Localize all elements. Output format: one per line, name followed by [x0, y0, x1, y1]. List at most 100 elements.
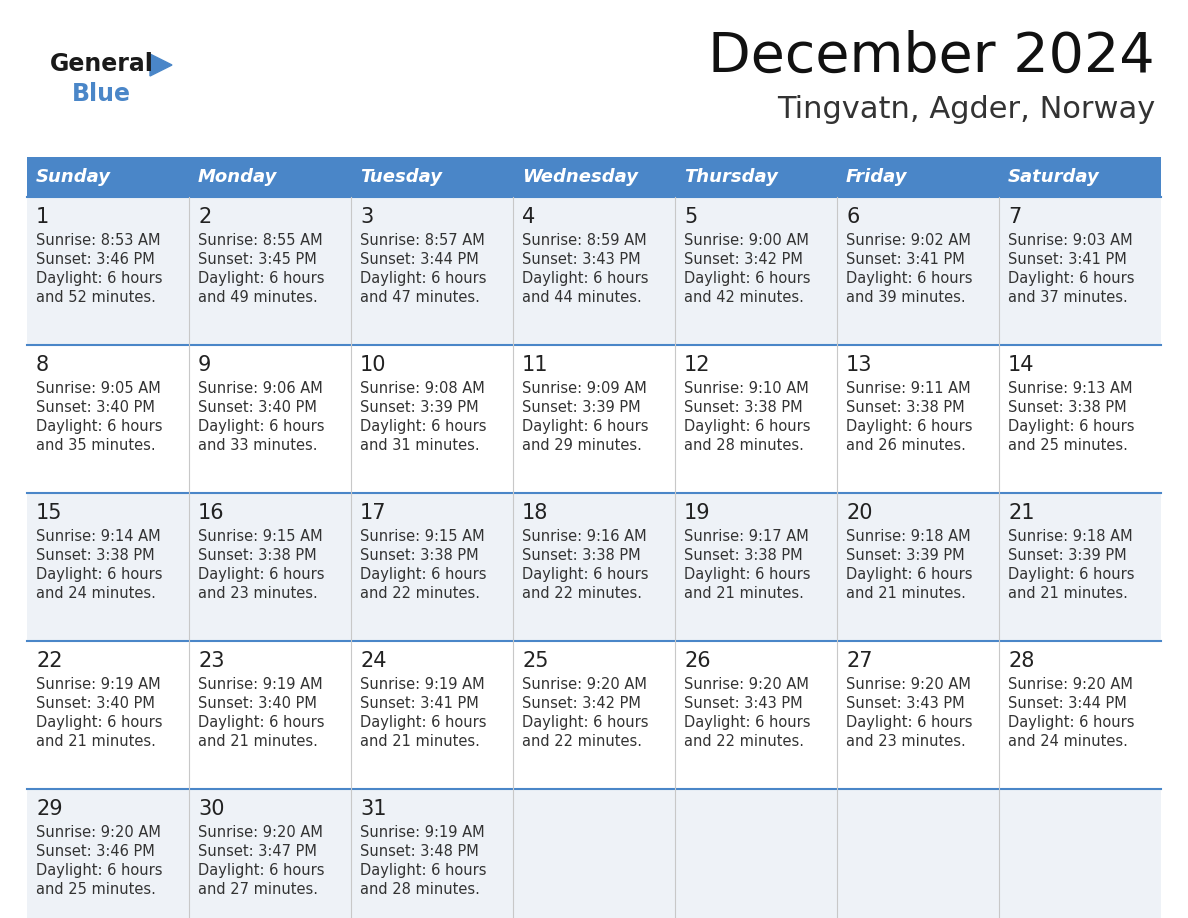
Bar [675, 157, 838, 197]
Text: 16: 16 [198, 503, 225, 523]
Text: Daylight: 6 hours: Daylight: 6 hours [684, 419, 810, 434]
Text: and 24 minutes.: and 24 minutes. [1007, 734, 1127, 749]
Text: Sunrise: 9:09 AM: Sunrise: 9:09 AM [522, 381, 646, 396]
Text: and 33 minutes.: and 33 minutes. [198, 438, 317, 453]
Text: 8: 8 [36, 355, 49, 375]
Text: Sunset: 3:39 PM: Sunset: 3:39 PM [522, 400, 640, 415]
Text: and 22 minutes.: and 22 minutes. [684, 734, 804, 749]
Text: Sunset: 3:38 PM: Sunset: 3:38 PM [1007, 400, 1126, 415]
Text: Daylight: 6 hours: Daylight: 6 hours [36, 271, 163, 286]
Text: and 52 minutes.: and 52 minutes. [36, 290, 156, 305]
Text: 14: 14 [1007, 355, 1035, 375]
Text: Sunset: 3:46 PM: Sunset: 3:46 PM [36, 252, 154, 267]
Text: and 21 minutes.: and 21 minutes. [360, 734, 480, 749]
Bar [513, 157, 675, 197]
Text: Sunset: 3:41 PM: Sunset: 3:41 PM [360, 696, 479, 711]
Text: 13: 13 [846, 355, 872, 375]
Text: and 23 minutes.: and 23 minutes. [846, 734, 966, 749]
Text: Sunset: 3:38 PM: Sunset: 3:38 PM [846, 400, 965, 415]
Text: Daylight: 6 hours: Daylight: 6 hours [198, 271, 324, 286]
Text: Sunrise: 9:16 AM: Sunrise: 9:16 AM [522, 529, 646, 544]
Text: Daylight: 6 hours: Daylight: 6 hours [1007, 271, 1135, 286]
Text: Daylight: 6 hours: Daylight: 6 hours [1007, 419, 1135, 434]
Text: 30: 30 [198, 799, 225, 819]
Text: Thursday: Thursday [684, 168, 778, 186]
Bar [27, 789, 1161, 918]
Text: and 22 minutes.: and 22 minutes. [522, 586, 642, 601]
Bar [27, 157, 189, 197]
Text: Daylight: 6 hours: Daylight: 6 hours [684, 715, 810, 730]
Bar [27, 345, 1161, 493]
Text: Sunset: 3:38 PM: Sunset: 3:38 PM [36, 548, 154, 563]
Text: Sunrise: 9:05 AM: Sunrise: 9:05 AM [36, 381, 160, 396]
Text: Sunset: 3:46 PM: Sunset: 3:46 PM [36, 844, 154, 859]
Text: 19: 19 [684, 503, 710, 523]
Text: Daylight: 6 hours: Daylight: 6 hours [522, 715, 649, 730]
Text: and 25 minutes.: and 25 minutes. [1007, 438, 1127, 453]
Bar [999, 157, 1161, 197]
Text: Daylight: 6 hours: Daylight: 6 hours [360, 863, 487, 878]
Text: Daylight: 6 hours: Daylight: 6 hours [36, 419, 163, 434]
Text: Monday: Monday [198, 168, 277, 186]
Text: Sunrise: 9:15 AM: Sunrise: 9:15 AM [198, 529, 323, 544]
Text: Sunset: 3:45 PM: Sunset: 3:45 PM [198, 252, 317, 267]
Text: and 21 minutes.: and 21 minutes. [684, 586, 804, 601]
Text: Sunset: 3:40 PM: Sunset: 3:40 PM [198, 696, 317, 711]
Text: Daylight: 6 hours: Daylight: 6 hours [1007, 715, 1135, 730]
Text: 26: 26 [684, 651, 710, 671]
Text: Sunrise: 9:02 AM: Sunrise: 9:02 AM [846, 233, 971, 248]
Text: Sunrise: 9:03 AM: Sunrise: 9:03 AM [1007, 233, 1132, 248]
Text: and 25 minutes.: and 25 minutes. [36, 882, 156, 897]
Text: 2: 2 [198, 207, 211, 227]
Text: Daylight: 6 hours: Daylight: 6 hours [846, 715, 973, 730]
Text: Sunset: 3:38 PM: Sunset: 3:38 PM [684, 548, 803, 563]
Text: Sunset: 3:38 PM: Sunset: 3:38 PM [198, 548, 317, 563]
Text: and 35 minutes.: and 35 minutes. [36, 438, 156, 453]
Text: Sunset: 3:39 PM: Sunset: 3:39 PM [360, 400, 479, 415]
Text: Sunset: 3:48 PM: Sunset: 3:48 PM [360, 844, 479, 859]
Text: Sunrise: 9:19 AM: Sunrise: 9:19 AM [360, 677, 485, 692]
Bar [27, 641, 1161, 789]
Bar [27, 493, 1161, 641]
Text: Daylight: 6 hours: Daylight: 6 hours [360, 271, 487, 286]
Text: 24: 24 [360, 651, 386, 671]
Text: and 21 minutes.: and 21 minutes. [36, 734, 156, 749]
Text: Sunrise: 9:20 AM: Sunrise: 9:20 AM [684, 677, 809, 692]
Text: Sunset: 3:39 PM: Sunset: 3:39 PM [1007, 548, 1126, 563]
Text: Daylight: 6 hours: Daylight: 6 hours [198, 863, 324, 878]
Text: Sunrise: 9:17 AM: Sunrise: 9:17 AM [684, 529, 809, 544]
Text: Sunrise: 9:20 AM: Sunrise: 9:20 AM [846, 677, 971, 692]
Text: Sunrise: 8:59 AM: Sunrise: 8:59 AM [522, 233, 646, 248]
Text: Sunrise: 9:08 AM: Sunrise: 9:08 AM [360, 381, 485, 396]
Text: Sunrise: 8:57 AM: Sunrise: 8:57 AM [360, 233, 485, 248]
Bar [838, 157, 999, 197]
Text: Daylight: 6 hours: Daylight: 6 hours [360, 567, 487, 582]
Bar [350, 157, 513, 197]
Text: Sunrise: 9:14 AM: Sunrise: 9:14 AM [36, 529, 160, 544]
Text: Daylight: 6 hours: Daylight: 6 hours [684, 271, 810, 286]
Text: 6: 6 [846, 207, 859, 227]
Text: Sunrise: 9:19 AM: Sunrise: 9:19 AM [198, 677, 323, 692]
Text: and 23 minutes.: and 23 minutes. [198, 586, 317, 601]
Text: Sunset: 3:40 PM: Sunset: 3:40 PM [36, 400, 154, 415]
Text: Daylight: 6 hours: Daylight: 6 hours [36, 715, 163, 730]
Text: General: General [50, 52, 154, 76]
Text: Sunset: 3:44 PM: Sunset: 3:44 PM [1007, 696, 1126, 711]
Text: 28: 28 [1007, 651, 1035, 671]
Text: and 44 minutes.: and 44 minutes. [522, 290, 642, 305]
Text: Sunset: 3:40 PM: Sunset: 3:40 PM [36, 696, 154, 711]
Text: Daylight: 6 hours: Daylight: 6 hours [846, 567, 973, 582]
Text: and 26 minutes.: and 26 minutes. [846, 438, 966, 453]
Text: Sunset: 3:38 PM: Sunset: 3:38 PM [522, 548, 640, 563]
Text: 10: 10 [360, 355, 386, 375]
Text: Sunrise: 9:13 AM: Sunrise: 9:13 AM [1007, 381, 1132, 396]
Text: Tingvatn, Agder, Norway: Tingvatn, Agder, Norway [777, 95, 1155, 124]
Text: Daylight: 6 hours: Daylight: 6 hours [522, 567, 649, 582]
Text: and 21 minutes.: and 21 minutes. [1007, 586, 1127, 601]
Text: and 49 minutes.: and 49 minutes. [198, 290, 317, 305]
Text: Daylight: 6 hours: Daylight: 6 hours [684, 567, 810, 582]
Text: and 21 minutes.: and 21 minutes. [198, 734, 318, 749]
Text: Sunrise: 9:20 AM: Sunrise: 9:20 AM [1007, 677, 1133, 692]
Text: Sunrise: 9:11 AM: Sunrise: 9:11 AM [846, 381, 971, 396]
Text: 9: 9 [198, 355, 211, 375]
